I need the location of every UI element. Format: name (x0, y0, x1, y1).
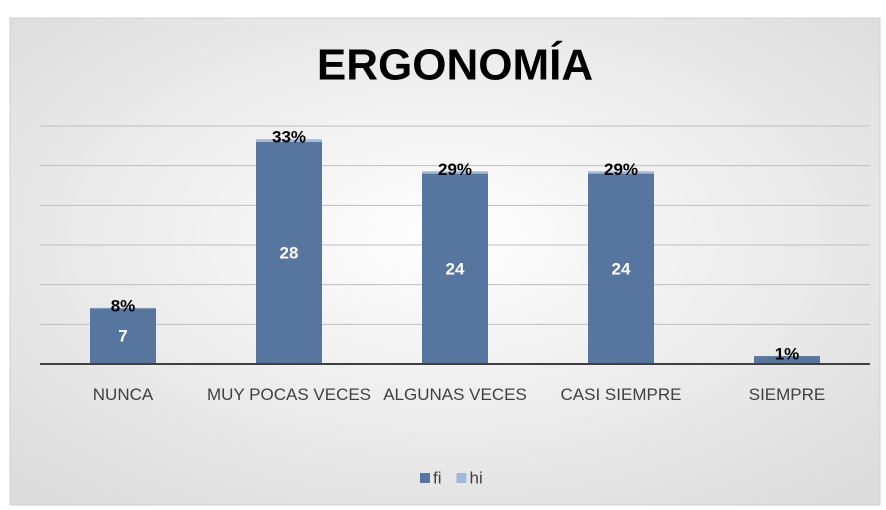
x-tick-label: MUY POCAS VECES (206, 385, 372, 404)
legend-label: hi (470, 468, 483, 487)
bar-segment (754, 356, 820, 364)
data-label: 24 (446, 259, 465, 278)
bar-segment (256, 139, 322, 142)
data-label: 24 (612, 259, 631, 278)
x-tick-label: NUNCA (92, 385, 154, 404)
data-label: 29% (438, 160, 472, 179)
x-tick-label: CASI SIEMPRE (560, 385, 682, 404)
x-tick-label: SIEMPRE (748, 385, 826, 404)
x-tick-label: ALGUNAS VECES (383, 385, 527, 404)
data-label: 33% (272, 128, 306, 147)
data-label: 29% (604, 160, 638, 179)
bar-segment (90, 308, 156, 364)
data-label: 1% (775, 344, 800, 363)
bar-segment (422, 171, 488, 174)
bar-segment (256, 141, 322, 364)
bar-segment (588, 173, 654, 364)
legend-swatch (420, 473, 430, 483)
data-label: 28 (280, 243, 299, 262)
data-label: 8% (111, 296, 136, 315)
bar-segment (588, 171, 654, 174)
bar-segment (90, 307, 156, 309)
data-label: 7 (118, 327, 127, 346)
chart-title: ERGONOMÍA (317, 40, 593, 90)
bar-segment (422, 173, 488, 364)
legend-label: fi (433, 468, 442, 487)
legend-swatch (456, 473, 467, 483)
